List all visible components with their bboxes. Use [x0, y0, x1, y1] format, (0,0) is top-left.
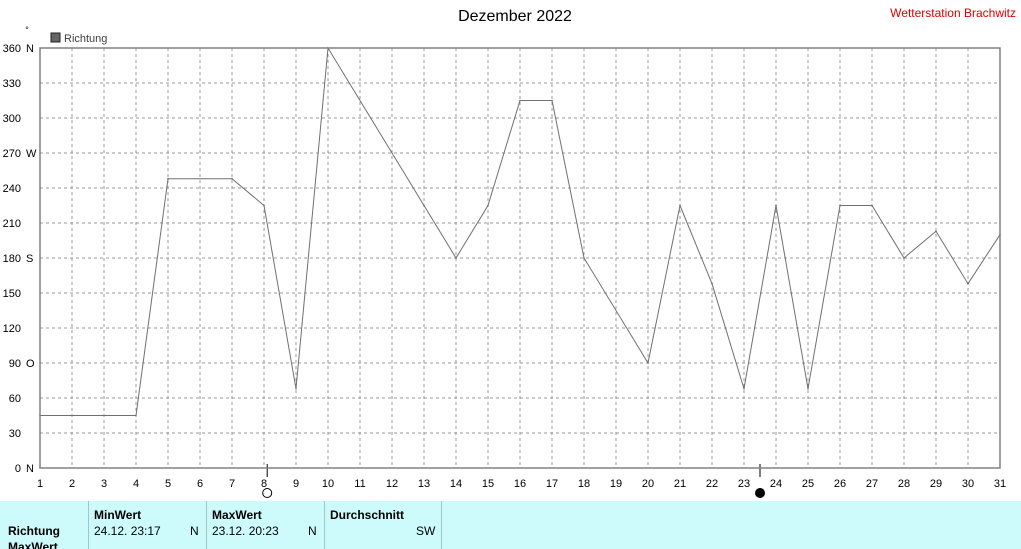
x-tick-label: 12: [386, 478, 398, 490]
x-tick-label: 5: [165, 478, 171, 490]
data-point: [295, 387, 297, 390]
table-divider: [88, 501, 89, 549]
data-point: [487, 204, 489, 207]
x-tick-label: 28: [898, 478, 910, 490]
table-divider: [441, 501, 442, 549]
x-tick-label: 22: [706, 478, 718, 490]
x-tick-label: 10: [322, 478, 334, 490]
x-tick-label: 17: [546, 478, 558, 490]
data-point: [807, 387, 809, 390]
x-tick-label: 21: [674, 478, 686, 490]
data-point: [775, 204, 777, 207]
y-tick-label: 210: [3, 218, 21, 230]
x-tick-label: 27: [866, 478, 878, 490]
wind-direction-chart: Dezember 2022 Wetterstation Brachwitz ° …: [3, 6, 1016, 498]
max-time: 23.12. 20:23: [212, 524, 279, 538]
header-durchschnitt: Durchschnitt: [330, 508, 405, 522]
min-direction: N: [190, 524, 199, 538]
data-point: [519, 99, 521, 102]
x-tick-label: 9: [293, 478, 299, 490]
data-point: [903, 257, 905, 259]
y-direction-label: W: [26, 148, 37, 160]
y-tick-label: 300: [3, 113, 21, 125]
data-point: [967, 282, 969, 285]
data-point: [231, 177, 233, 180]
x-tick-label: 3: [101, 478, 107, 490]
header-minwert: MinWert: [94, 508, 142, 522]
x-tick-label: 23: [738, 478, 750, 490]
stats-table: MinWert MaxWert Durchschnitt Richtung 24…: [0, 501, 1021, 549]
data-point: [135, 414, 137, 417]
data-point: [167, 177, 169, 180]
unit-symbol: °: [25, 25, 29, 35]
y-tick-label: 150: [3, 288, 21, 300]
full-moon-icon: [262, 488, 273, 498]
header-maxwert: MaxWert: [212, 508, 262, 522]
x-tick-label: 19: [610, 478, 622, 490]
table-divider: [324, 501, 325, 549]
x-tick-label: 13: [418, 478, 430, 490]
y-tick-label: 90: [9, 358, 21, 370]
data-point: [935, 230, 937, 232]
x-tick-label: 18: [578, 478, 590, 490]
data-point: [263, 204, 265, 207]
row-label-richtung: Richtung: [8, 524, 60, 538]
x-tick-label: 4: [133, 478, 139, 490]
x-tick-label: 1: [37, 478, 43, 490]
table-divider: [206, 501, 207, 549]
data-point: [455, 257, 457, 259]
y-direction-label: O: [26, 358, 35, 370]
x-tick-label: 11: [354, 478, 365, 490]
y-tick-label: 0: [15, 463, 21, 475]
y-tick-label: 240: [3, 183, 21, 195]
x-tick-label: 29: [930, 478, 942, 490]
x-tick-label: 14: [450, 478, 462, 490]
x-tick-label: 20: [642, 478, 654, 490]
plot-frame: [39, 47, 1001, 469]
min-time: 24.12. 23:17: [94, 524, 161, 538]
y-tick-label: 330: [3, 78, 21, 90]
x-tick-label: 31: [994, 478, 1006, 490]
data-point: [711, 282, 713, 285]
y-tick-label: 120: [3, 323, 21, 335]
new-moon-icon: [755, 488, 765, 498]
y-tick-label: 180: [3, 253, 21, 265]
y-tick-label: 360: [3, 43, 21, 55]
chart-title: Dezember 2022: [458, 8, 572, 25]
x-tick-label: 25: [802, 478, 814, 490]
y-direction-label: N: [26, 463, 34, 475]
x-tick-label: 26: [834, 478, 846, 490]
data-point: [647, 362, 649, 364]
data-point: [423, 204, 425, 207]
row-label-maxwert: MaxWert: [8, 540, 58, 549]
y-direction-label: S: [26, 253, 33, 265]
average-direction: SW: [416, 524, 436, 538]
data-point: [743, 387, 745, 390]
x-tick-label: 16: [514, 478, 526, 490]
legend-label: Richtung: [64, 33, 107, 45]
x-tick-label: 7: [229, 478, 235, 490]
station-name: Wetterstation Brachwitz: [890, 6, 1016, 20]
x-tick-label: 30: [962, 478, 974, 490]
data-point: [839, 204, 841, 207]
data-point: [583, 257, 585, 259]
data-point: [679, 204, 681, 207]
y-direction-label: N: [26, 43, 34, 55]
max-direction: N: [308, 524, 317, 538]
y-tick-label: 30: [9, 428, 21, 440]
data-point: [551, 99, 553, 102]
legend-swatch: [50, 32, 61, 43]
x-tick-label: 6: [197, 478, 203, 490]
y-tick-label: 270: [3, 148, 21, 160]
data-point: [871, 204, 873, 207]
x-tick-label: 2: [69, 478, 75, 490]
y-tick-label: 60: [9, 393, 21, 405]
x-tick-label: 15: [482, 478, 494, 490]
x-tick-label: 24: [770, 478, 782, 490]
x-tick-label: 8: [261, 478, 267, 490]
